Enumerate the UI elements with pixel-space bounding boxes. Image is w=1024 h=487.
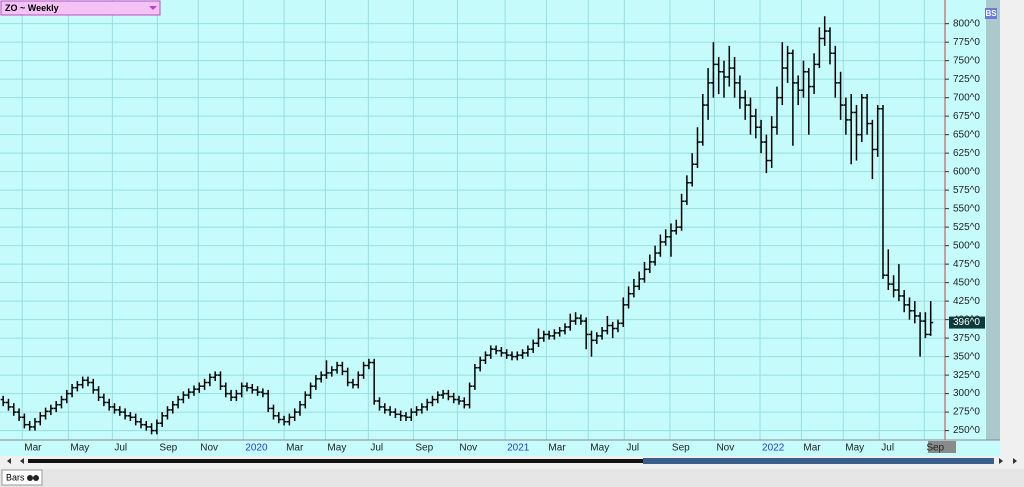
bs-badge[interactable]: [985, 8, 997, 19]
x-tick-label: May: [845, 443, 864, 454]
y-tick-label: 425^0: [953, 296, 980, 307]
plot-background: [0, 0, 1024, 456]
y-tick-label: 700^0: [953, 92, 980, 103]
scroll-thumb[interactable]: [643, 458, 994, 464]
y-tick-label: 550^0: [953, 203, 980, 214]
labels: 250^0275^0300^0325^0350^0375^0400^0425^0…: [24, 18, 985, 454]
symbol-dropdown[interactable]: [0, 0, 161, 16]
x-tick-label: May: [327, 443, 346, 454]
y-tick-label: 450^0: [953, 277, 980, 288]
y-tick-label: 800^0: [953, 18, 980, 29]
y-tick-label: 375^0: [953, 333, 980, 344]
x-tick-label: Jul: [370, 443, 383, 454]
x-tick-label: Jul: [114, 443, 127, 454]
y-tick-label: 325^0: [953, 370, 980, 381]
y-tick-label: 625^0: [953, 148, 980, 159]
side-panel: [1000, 0, 1024, 456]
x-tick-label: 2022: [762, 443, 785, 454]
x-tick-label: May: [70, 443, 89, 454]
last-price-label: 396^0: [953, 317, 980, 328]
y-tick-label: 525^0: [953, 222, 980, 233]
bars-tab[interactable]: [1, 469, 43, 486]
scroll-left[interactable]: [7, 458, 24, 464]
x-tick-label: Sep: [926, 443, 944, 454]
x-tick-label: Jul: [881, 443, 894, 454]
x-tick-label: Sep: [672, 443, 690, 454]
x-tick-label: 2021: [507, 443, 530, 454]
y-tick-label: 300^0: [953, 388, 980, 399]
y-tick-label: 575^0: [953, 185, 980, 196]
y-tick-label: 775^0: [953, 37, 980, 48]
x-tick-label: Mar: [286, 443, 304, 454]
scroll-right[interactable]: [999, 458, 1017, 464]
x-tick-label: 2020: [245, 443, 268, 454]
y-tick-label: 600^0: [953, 166, 980, 177]
x-tick-label: Mar: [24, 443, 42, 454]
y-tick-label: 250^0: [953, 425, 980, 436]
x-tick-label: May: [590, 443, 609, 454]
x-cursor-box: [928, 441, 956, 453]
y-tick-label: 275^0: [953, 407, 980, 418]
y-tick-label: 750^0: [953, 55, 980, 66]
y-tick-label: 475^0: [953, 259, 980, 270]
x-tick-label: Sep: [415, 443, 433, 454]
bs-text: BS: [985, 9, 997, 18]
x-tick-label: Sep: [159, 443, 177, 454]
y-tick-label: 675^0: [953, 111, 980, 122]
x-tick-label: Mar: [803, 443, 821, 454]
x-tick-label: Jul: [626, 443, 639, 454]
y-tick-label: 500^0: [953, 240, 980, 251]
dropdown-arrow: [149, 6, 157, 10]
y-tick-label: 350^0: [953, 351, 980, 362]
x-tick-label: Nov: [459, 443, 477, 454]
tab-icon: [33, 475, 39, 481]
side-strip: [986, 0, 1000, 440]
y-tick-label: 650^0: [953, 129, 980, 140]
x-tick-label: Nov: [200, 443, 218, 454]
scroll-track: [28, 459, 994, 463]
y-tick-label: 725^0: [953, 74, 980, 85]
bars-tab-label: Bars: [6, 472, 25, 482]
bars: [0, 16, 934, 435]
tab-icon: [27, 475, 33, 481]
grid: [0, 0, 945, 440]
last-price-box: [949, 316, 985, 329]
symbol-title: ZO ~ Weekly: [5, 3, 59, 13]
x-tick-label: Nov: [716, 443, 734, 454]
x-tick-label: Mar: [548, 443, 566, 454]
tab-bar: [0, 469, 1024, 487]
